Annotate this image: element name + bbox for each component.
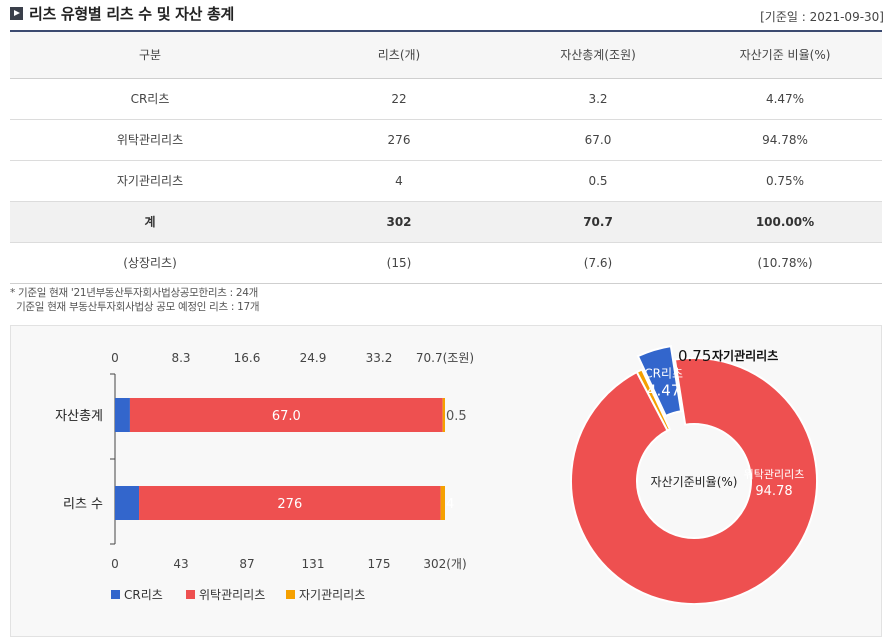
row-name: 계: [10, 201, 290, 243]
table-row: 자기관리리츠 4 0.5 0.75%: [10, 160, 882, 202]
top-axis-tick-label: 33.2: [366, 351, 393, 365]
row-ratio: 4.47%: [688, 78, 882, 120]
row-name: 자기관리리츠: [10, 160, 290, 202]
row-assets: 3.2: [508, 78, 688, 120]
row-name: 위탁관리리츠: [10, 119, 290, 161]
row-assets: 70.7: [508, 201, 688, 243]
slice-name-label: CR리츠: [644, 367, 683, 381]
top-axis-tick-label: 24.9: [300, 351, 327, 365]
bar-segment: [139, 486, 441, 520]
legend-label: 자기관리리츠: [299, 588, 365, 602]
table-row: CR리츠 22 3.2 4.47%: [10, 78, 882, 120]
play-square-icon: [10, 7, 23, 20]
chart-panel: 0 8.3 16.6 24.9 33.2 70.7(조원) 0 43 87 131 175 302(개…: [10, 325, 882, 637]
row-assets: 67.0: [508, 119, 688, 161]
category-label: 리츠 수: [63, 497, 103, 512]
header-category: 구분: [10, 31, 290, 79]
bottom-axis-tick-label: 0: [111, 557, 119, 571]
table-header-row: 구분 리츠(개) 자산총계(조원) 자산기준 비율(%): [10, 31, 882, 79]
top-axis-tick-label: 0: [111, 351, 119, 365]
legend-label: CR리츠: [124, 588, 163, 602]
top-axis-tick-label: 16.6: [234, 351, 261, 365]
bottom-axis-tick-label: 87: [239, 557, 254, 571]
top-axis-tick-label: 70.7(조원): [416, 351, 474, 365]
donut-slice: [635, 368, 672, 432]
header-assets: 자산총계(조원): [508, 31, 688, 79]
row-count: 302: [290, 201, 508, 243]
footnote-line: * 기준일 현재 '21년부동산투자회사법상공모한리츠 : 24개: [10, 287, 259, 299]
slice-value-label: 94.78: [755, 484, 792, 499]
bar-value-label: 276: [277, 497, 302, 512]
category-label: 자산총계: [55, 409, 103, 424]
bar-value-label: 67.0: [272, 409, 301, 424]
bottom-axis-tick-label: 302(개): [423, 557, 466, 571]
bar-value-label: 0.5: [446, 409, 467, 424]
row-name: CR리츠: [10, 78, 290, 120]
header-ratio: 자산기준 비율(%): [688, 31, 882, 79]
bar-segment: [115, 398, 130, 432]
donut-center-label: 자산기준비율(%): [650, 475, 737, 489]
top-axis-tick-label: 8.3: [171, 351, 190, 365]
row-assets: 0.5: [508, 160, 688, 202]
bar-segment: [442, 398, 445, 432]
footnotes: * 기준일 현재 '21년부동산투자회사법상공모한리츠 : 24개 기준일 현재…: [10, 286, 260, 314]
bar-value-label: 4: [446, 497, 454, 512]
bottom-axis-tick-label: 43: [173, 557, 188, 571]
base-date: [기준일 : 2021-09-30]: [760, 10, 884, 24]
donut-slice: [636, 344, 683, 418]
bottom-axis-tick-label: 175: [368, 557, 391, 571]
stacked-bar-chart: 0 8.3 16.6 24.9 33.2 70.7(조원) 0 43 87 131 175 302(개…: [55, 351, 474, 602]
bar-segment: [129, 398, 443, 432]
donut-slice: [570, 357, 818, 605]
bar-segment: [115, 486, 140, 520]
legend-swatch: [186, 590, 195, 599]
header-count: 리츠(개): [290, 31, 508, 79]
bar-segment: [440, 486, 445, 520]
bottom-axis-tick-label: 131: [302, 557, 325, 571]
row-name: (상장리츠): [10, 242, 290, 284]
row-assets: (7.6): [508, 242, 688, 284]
slice-value-label: 0.75: [678, 347, 711, 365]
row-ratio: 94.78%: [688, 119, 882, 161]
row-ratio: 0.75%: [688, 160, 882, 202]
row-count: 276: [290, 119, 508, 161]
legend-swatch: [286, 590, 295, 599]
table-row: 위탁관리리츠 276 67.0 94.78%: [10, 119, 882, 161]
table-row-listed: (상장리츠) (15) (7.6) (10.78%): [10, 242, 882, 284]
row-ratio: (10.78%): [688, 242, 882, 284]
row-count: (15): [290, 242, 508, 284]
row-ratio: 100.00%: [688, 201, 882, 243]
slice-name-label: 위탁관리리츠: [744, 468, 805, 481]
slice-value-label: 4.47: [647, 382, 680, 400]
row-count: 4: [290, 160, 508, 202]
footnote-line: 기준일 현재 부동산투자회사법상 공모 예정인 리츠 : 17개: [10, 301, 260, 313]
table-row-total: 계 302 70.7 100.00%: [10, 201, 882, 243]
legend-swatch: [111, 590, 120, 599]
title-row: 리츠 유형별 리츠 수 및 자산 총계 [기준일 : 2021-09-30]: [10, 2, 884, 28]
slice-name-label: 자기관리리츠: [712, 348, 778, 363]
row-count: 22: [290, 78, 508, 120]
legend-label: 위탁관리리츠: [199, 588, 265, 602]
page-title: 리츠 유형별 리츠 수 및 자산 총계: [29, 5, 235, 23]
summary-table: 구분 리츠(개) 자산총계(조원) 자산기준 비율(%) CR리츠 22 3.2…: [10, 30, 882, 284]
